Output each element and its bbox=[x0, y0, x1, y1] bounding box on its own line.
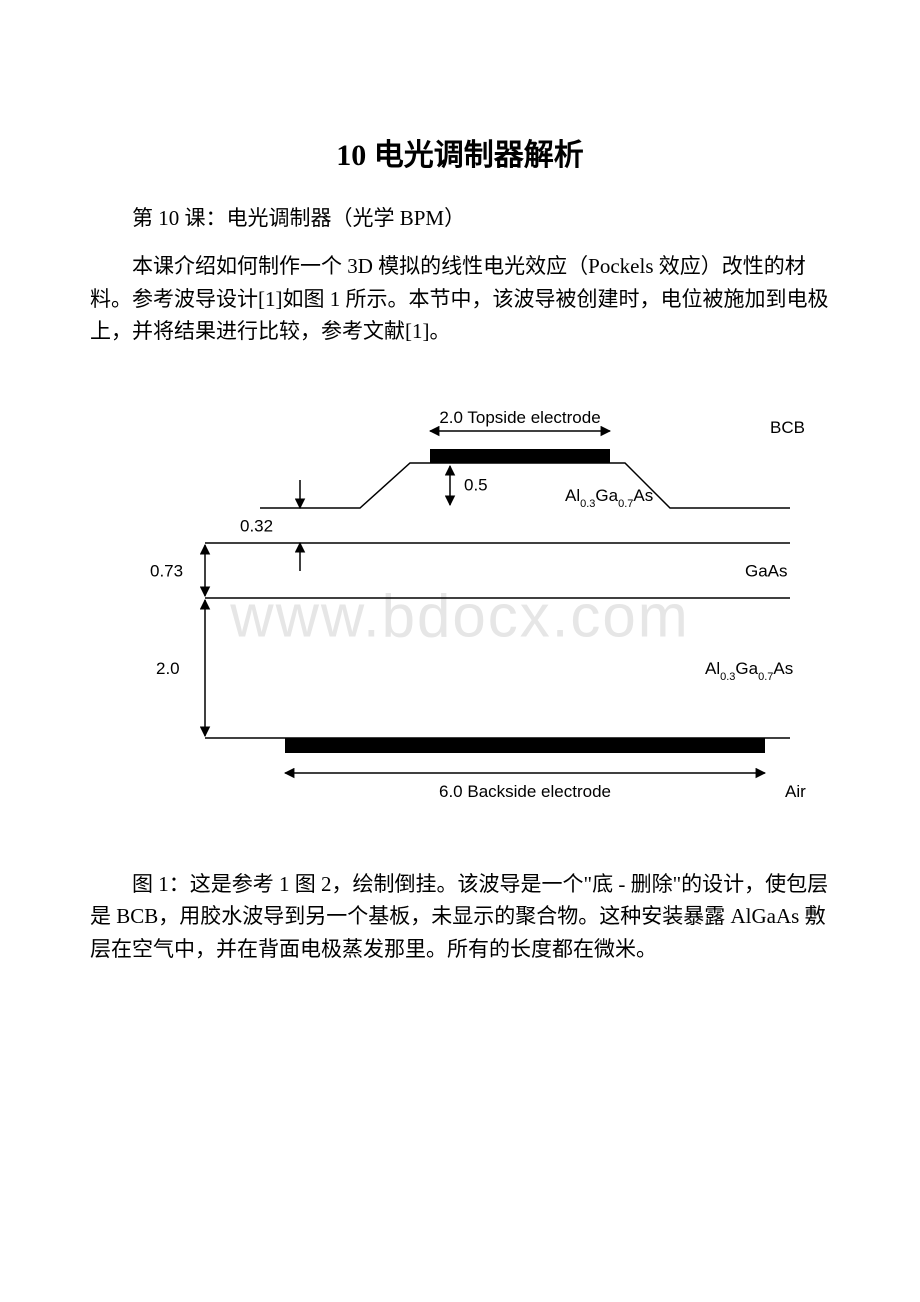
svg-text:0.5: 0.5 bbox=[464, 475, 488, 494]
svg-text:Air: Air bbox=[785, 782, 806, 801]
svg-text:Al0.3Ga0.7As: Al0.3Ga0.7As bbox=[705, 659, 793, 683]
svg-text:GaAs: GaAs bbox=[745, 561, 788, 580]
svg-text:6.0 Backside electrode: 6.0 Backside electrode bbox=[439, 782, 611, 801]
svg-text:2.0 Topside electrode: 2.0 Topside electrode bbox=[439, 408, 600, 427]
page-title: 10 电光调制器解析 bbox=[90, 130, 830, 174]
subtitle: 第 10 课：电光调制器（光学 BPM） bbox=[90, 202, 830, 232]
svg-text:2.0: 2.0 bbox=[156, 659, 180, 678]
svg-text:0.73: 0.73 bbox=[150, 561, 183, 580]
svg-text:0.32: 0.32 bbox=[240, 516, 273, 535]
svg-text:Al0.3Ga0.7As: Al0.3Ga0.7As bbox=[565, 486, 653, 510]
waveguide-diagram: 2.0 Topside electrode 6.0 Backside electr… bbox=[90, 408, 830, 838]
figure-caption: 图 1：这是参考 1 图 2，绘制倒挂。该波导是一个"底 - 删除"的设计，使包… bbox=[90, 868, 830, 966]
figure-1: www.bdocx.com 2.0 Topside electrode6.0 B… bbox=[90, 408, 830, 838]
intro-paragraph: 本课介绍如何制作一个 3D 模拟的线性电光效应（Pockels 效应）改性的材料… bbox=[90, 250, 830, 348]
svg-text:BCB: BCB bbox=[770, 418, 805, 437]
